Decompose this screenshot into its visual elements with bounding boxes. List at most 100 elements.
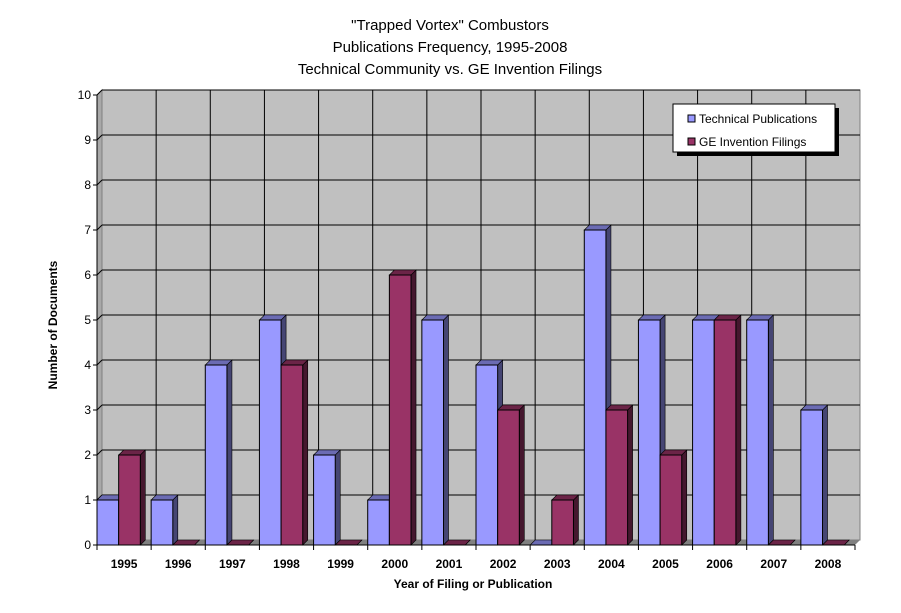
bar-front-face <box>692 319 715 546</box>
bar-front-face <box>746 319 769 546</box>
bar-ge-invention-filings-2003 <box>551 494 580 546</box>
bar-front-face <box>475 364 499 546</box>
bar-side-face <box>140 449 146 546</box>
bar-top-face <box>204 359 233 366</box>
bar-side-face <box>768 314 774 546</box>
bar-top-face <box>821 539 850 546</box>
bar-top-face <box>258 314 287 321</box>
bar-ge-invention-filings-1996 <box>172 539 201 546</box>
bar-ge-invention-filings-2007 <box>767 539 796 546</box>
bar-technical-publications-2007 <box>745 314 775 546</box>
x-tick-label-2003: 2003 <box>544 557 571 571</box>
bar-side-face <box>302 359 309 546</box>
bar-side-face <box>443 314 449 546</box>
bar-side-face <box>681 449 688 546</box>
bar-ge-invention-filings-2006 <box>713 314 742 546</box>
y-tick-label: 6 <box>84 268 91 282</box>
bar-side-face <box>627 404 633 546</box>
x-tick-label-2008: 2008 <box>815 557 842 571</box>
x-tick-label-2000: 2000 <box>381 557 408 571</box>
bar-top-face <box>800 404 829 411</box>
legend-label-ge-invention-filings: GE Invention Filings <box>699 135 806 149</box>
bar-front-face <box>800 409 824 546</box>
bar-front-face <box>258 319 282 546</box>
bar-top-face <box>421 314 450 321</box>
bar-ge-invention-filings-2002 <box>496 404 526 546</box>
bar-top-face <box>150 494 179 501</box>
legend-swatch-technical-publications <box>687 114 696 123</box>
h-gridline-side <box>96 89 103 96</box>
x-tick-label-1996: 1996 <box>165 557 192 571</box>
bar-front-face <box>497 409 520 546</box>
bar-side-face <box>735 314 742 546</box>
legend-label-technical-publications: Technical Publications <box>699 112 817 126</box>
bar-front-face <box>313 454 336 546</box>
h-gridline-side <box>96 314 103 321</box>
x-tick-label-2001: 2001 <box>436 557 463 571</box>
bar-ge-invention-filings-1998 <box>280 359 309 546</box>
chart-title-line-2: Publications Frequency, 1995-2008 <box>333 39 568 56</box>
bar-front-face <box>204 364 228 546</box>
bar-ge-invention-filings-1995 <box>117 449 147 546</box>
y-axis-label: Number of Documents <box>46 260 60 389</box>
bar-front-face <box>96 499 120 546</box>
y-tick-label: 2 <box>84 448 91 462</box>
h-gridline-side <box>96 179 103 186</box>
bar-front-face <box>551 499 574 546</box>
bar-ge-invention-filings-2005 <box>659 449 688 546</box>
chart-title-line-3: Technical Community vs. GE Invention Fil… <box>298 61 602 78</box>
bar-technical-publications-2001 <box>421 314 450 546</box>
bar-side-face <box>334 449 341 546</box>
bar-top-face <box>605 404 634 411</box>
bar-front-face <box>659 454 683 546</box>
y-tick-label: 7 <box>84 223 91 237</box>
bar-ge-invention-filings-1997 <box>226 539 255 546</box>
y-tick-label: 0 <box>84 538 91 552</box>
bar-front-face <box>713 319 737 546</box>
bar-technical-publications-1997 <box>204 359 233 546</box>
x-tick-label-1997: 1997 <box>219 557 246 571</box>
x-tick-label-1998: 1998 <box>273 557 300 571</box>
legend: Technical Publications GE Invention Fili… <box>672 103 839 156</box>
bar-front-face <box>280 364 304 546</box>
y-tick-label: 5 <box>84 313 91 327</box>
bar-top-face <box>312 449 341 456</box>
bar-top-face <box>442 539 471 546</box>
y-tick-label: 4 <box>84 358 91 372</box>
x-axis-label: Year of Filing or Publication <box>394 577 553 591</box>
bar-front-face <box>118 454 141 546</box>
bar-front-face <box>605 409 629 546</box>
bar-side-face <box>573 494 579 546</box>
legend-box <box>672 103 836 153</box>
bar-front-face <box>150 499 174 546</box>
y-tick-label: 3 <box>84 403 91 417</box>
bar-top-face <box>767 539 796 546</box>
bar-ge-invention-filings-2004 <box>605 404 634 546</box>
bar-top-face <box>745 314 775 321</box>
x-tick-label-2007: 2007 <box>760 557 787 571</box>
h-gridline-side <box>96 404 103 411</box>
x-tick-label-2005: 2005 <box>652 557 679 571</box>
bar-technical-publications-1999 <box>312 449 341 546</box>
bar-top-face <box>334 539 363 546</box>
bar-front-face <box>367 499 390 546</box>
bar-side-face <box>226 359 233 546</box>
bar-top-face <box>659 449 688 456</box>
bar-top-face <box>551 494 580 501</box>
h-gridline-side <box>96 224 103 231</box>
y-tick-label: 10 <box>78 88 92 102</box>
bar-top-face <box>388 269 417 276</box>
legend-swatch-ge-invention-filings <box>687 137 696 146</box>
bar-technical-publications-2008 <box>800 404 829 546</box>
bar-ge-invention-filings-1999 <box>334 539 363 546</box>
bar-technical-publications-1996 <box>150 494 179 546</box>
bar-front-face <box>421 319 445 546</box>
y-axis-ticks: 0 1 2 3 4 5 6 7 8 9 10 <box>78 88 98 552</box>
bar-top-face <box>117 449 147 456</box>
bars <box>96 224 850 546</box>
h-gridline-side <box>96 449 103 456</box>
chart-title: "Trapped Vortex" Combustors Publications… <box>298 17 602 78</box>
bar-top-face <box>637 314 666 321</box>
bar-top-face <box>583 224 612 231</box>
